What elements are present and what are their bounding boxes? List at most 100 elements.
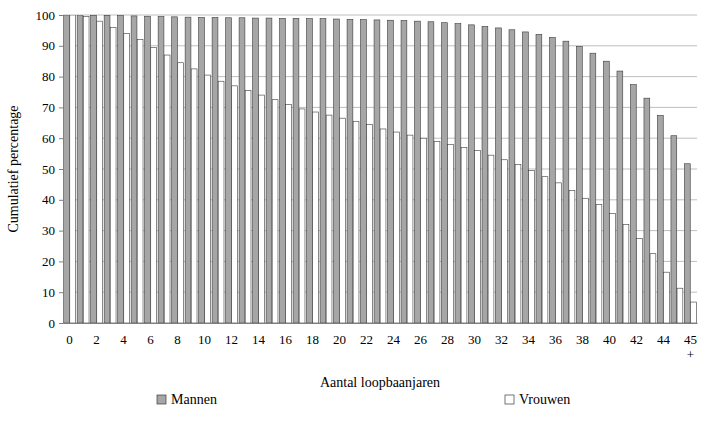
y-axis: 0102030405060708090100 (36, 8, 64, 331)
bar (347, 19, 353, 323)
y-tick-label: 100 (36, 8, 56, 23)
bar (394, 132, 400, 323)
y-tick-label: 0 (49, 316, 56, 331)
bar (172, 17, 178, 323)
bar (334, 19, 340, 323)
y-tick-label: 60 (42, 131, 55, 146)
bar (610, 214, 616, 323)
bar (388, 20, 394, 323)
bar (118, 16, 124, 323)
bar (677, 288, 683, 323)
bar (475, 151, 481, 323)
bar (151, 47, 157, 323)
y-tick-mark (59, 15, 63, 16)
x-tick-label: 8 (174, 332, 181, 347)
x-tick-label: 20 (333, 332, 346, 347)
y-tick-mark (59, 107, 63, 108)
y-tick-label: 90 (42, 38, 55, 53)
y-tick-mark (59, 231, 63, 232)
y-tick-label: 20 (42, 254, 55, 269)
bar (77, 15, 83, 323)
bar (307, 19, 313, 323)
bar (218, 81, 224, 323)
y-tick-mark (59, 46, 63, 47)
y-tick: 100 (36, 8, 64, 23)
x-tick-label: 44 (657, 332, 671, 347)
y-tick: 50 (42, 162, 63, 177)
y-tick-mark (59, 77, 63, 78)
bar (448, 144, 454, 323)
x-tick: 22 (360, 323, 373, 347)
x-tick-label: 45+ (684, 332, 697, 362)
bar (266, 18, 272, 323)
y-tick: 70 (42, 100, 63, 115)
x-tick-label: 2 (93, 332, 100, 347)
x-tick-label: 16 (279, 332, 293, 347)
x-tick: 4 (120, 323, 127, 347)
bar (293, 18, 299, 323)
x-tick-label: 28 (441, 332, 454, 347)
bar (205, 75, 211, 323)
bars (64, 15, 697, 323)
bar (253, 18, 259, 323)
x-tick-label: 18 (306, 332, 319, 347)
series-bars (70, 15, 697, 323)
x-tick: 38 (576, 323, 589, 347)
bar (97, 21, 103, 323)
bar (596, 204, 602, 323)
bar (380, 129, 386, 323)
bar (684, 164, 690, 323)
bar (455, 24, 461, 323)
x-tick-label: 10 (198, 332, 211, 347)
bar (664, 272, 670, 323)
x-tick: 34 (522, 323, 536, 347)
bar (340, 118, 346, 323)
x-tick: 6 (147, 323, 154, 347)
bar (401, 21, 407, 323)
bar (563, 41, 569, 323)
y-tick-mark (59, 292, 63, 293)
bar (191, 69, 197, 323)
bar (185, 17, 191, 323)
chart: 0102030405060708090100024681012141618202… (0, 0, 704, 422)
bar (286, 104, 292, 323)
bar (212, 17, 218, 323)
bar (623, 224, 629, 323)
legend-swatch (157, 395, 166, 404)
x-tick-label: 36 (549, 332, 563, 347)
bar (145, 16, 151, 323)
x-tick-label: 22 (360, 332, 373, 347)
bar (124, 33, 130, 323)
legend-label: Vrouwen (519, 392, 570, 407)
x-tick-label-part: 45 (684, 332, 697, 347)
bar (421, 138, 427, 323)
bar (137, 40, 143, 323)
bar (299, 109, 305, 323)
bar (650, 254, 656, 323)
y-tick-mark (59, 138, 63, 139)
bar (232, 86, 238, 323)
bar (415, 21, 421, 323)
x-axis: 0246810121416182022242628303234363840424… (64, 323, 698, 362)
plot: 0102030405060708090100024681012141618202… (36, 8, 698, 363)
x-tick: 36 (549, 323, 563, 347)
x-tick: 40 (603, 323, 616, 347)
y-axis-title: Cumulatief percentage (6, 105, 21, 232)
bar (428, 22, 434, 323)
bar (496, 28, 502, 323)
y-tick-label: 30 (42, 223, 55, 238)
bar (353, 121, 359, 323)
bar (536, 34, 542, 323)
bar (482, 26, 488, 323)
bar (461, 147, 467, 323)
x-axis-title: Aantal loopbaanjaren (320, 375, 440, 390)
bar (245, 90, 251, 323)
legend-swatch (505, 395, 514, 404)
x-tick-label: 12 (225, 332, 238, 347)
y-tick: 30 (42, 223, 63, 238)
bar (556, 183, 562, 323)
bar (434, 141, 440, 323)
x-tick: 10 (198, 323, 211, 347)
bar (523, 32, 529, 323)
bar (442, 23, 448, 323)
